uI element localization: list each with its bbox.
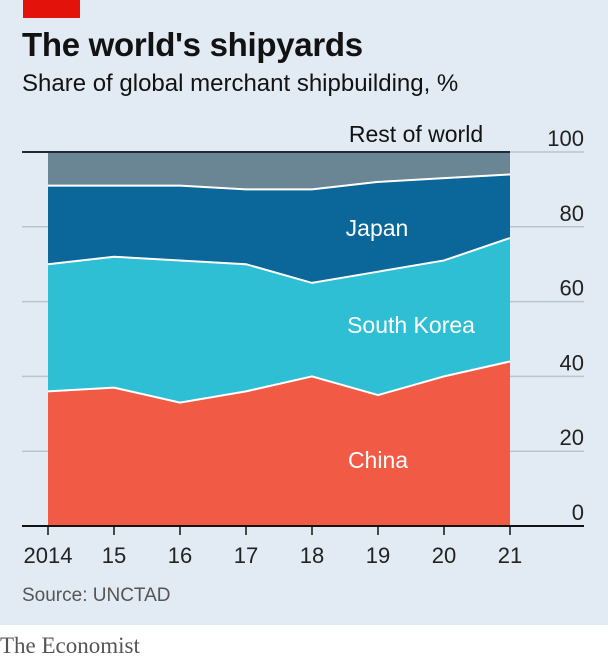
chart-subtitle: Share of global merchant shipbuilding, % bbox=[22, 70, 459, 97]
y-tick-label-80: 80 bbox=[560, 201, 584, 226]
brand-red-tag bbox=[23, 0, 80, 18]
x-tick-label-16: 16 bbox=[168, 543, 192, 568]
brand-wordmark: The Economist bbox=[0, 633, 140, 658]
series-label-rest_of_world: Rest of world bbox=[349, 121, 483, 147]
y-tick-label-40: 40 bbox=[560, 350, 584, 375]
area-japan bbox=[48, 174, 510, 283]
x-tick-label-17: 17 bbox=[234, 543, 258, 568]
x-tick-label-15: 15 bbox=[102, 543, 126, 568]
x-tick-label-20: 20 bbox=[432, 543, 456, 568]
chart-title: The world's shipyards bbox=[22, 26, 363, 63]
axes: 0 20 40 60 80 100 2014 15 16 17 18 19 20 21 bbox=[22, 126, 584, 568]
x-tick-label-18: 18 bbox=[300, 543, 324, 568]
x-tick-label-19: 19 bbox=[366, 543, 390, 568]
series-label-south_korea: South Korea bbox=[347, 312, 475, 338]
boundary-japan bbox=[48, 173, 511, 191]
area-china bbox=[48, 361, 510, 526]
boundary-china bbox=[47, 360, 511, 404]
series-labels: China South Korea Japan Rest of world bbox=[346, 121, 483, 473]
area-series bbox=[48, 152, 510, 526]
y-tick-label-100: 100 bbox=[547, 126, 584, 151]
boundary-south_korea bbox=[47, 237, 511, 284]
x-tick-label-21: 21 bbox=[498, 543, 522, 568]
area-south_korea bbox=[48, 238, 510, 403]
x-tick-label-2014: 2014 bbox=[24, 543, 73, 568]
y-tick-label-0: 0 bbox=[572, 500, 584, 525]
source-note: Source: UNCTAD bbox=[22, 585, 171, 606]
series-label-china: China bbox=[348, 447, 408, 473]
series-boundaries bbox=[47, 173, 511, 404]
series-label-japan: Japan bbox=[346, 215, 409, 241]
y-tick-label-20: 20 bbox=[560, 425, 584, 450]
y-tick-label-60: 60 bbox=[560, 276, 584, 301]
stacked-area-chart: 0 20 40 60 80 100 2014 15 16 17 18 19 20 21 China Sout… bbox=[22, 121, 584, 568]
